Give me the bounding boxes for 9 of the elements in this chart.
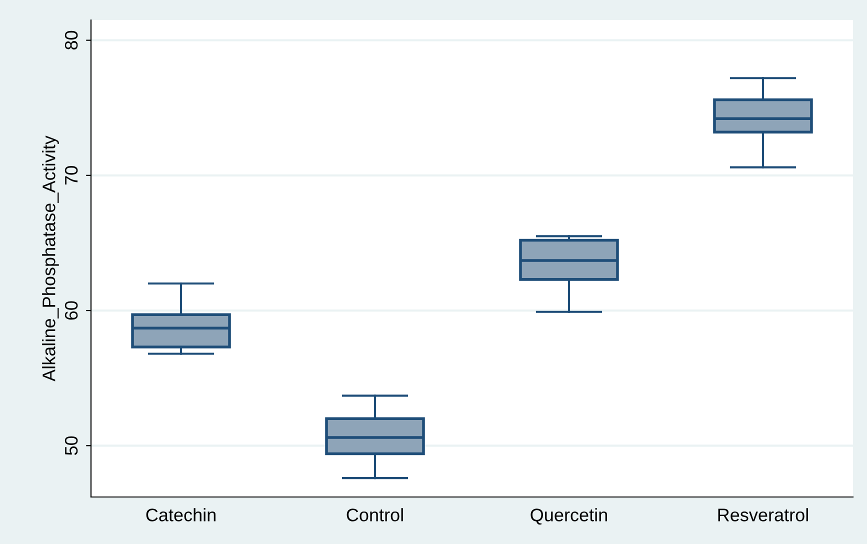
y-tick-label: 50 [64, 436, 78, 455]
y-tick-label: 60 [64, 301, 78, 320]
x-tick-label: Quercetin [530, 508, 607, 525]
x-tick-label: Catechin [146, 508, 216, 522]
y-tick-label: 70 [64, 166, 78, 185]
x-tick-label: Control [346, 508, 403, 522]
y-tick-label: 80 [64, 30, 78, 50]
x-tick-label: Resveratrol [718, 508, 808, 522]
y-axis-title: Alkaline_Phosphatase_Activity [42, 136, 59, 382]
